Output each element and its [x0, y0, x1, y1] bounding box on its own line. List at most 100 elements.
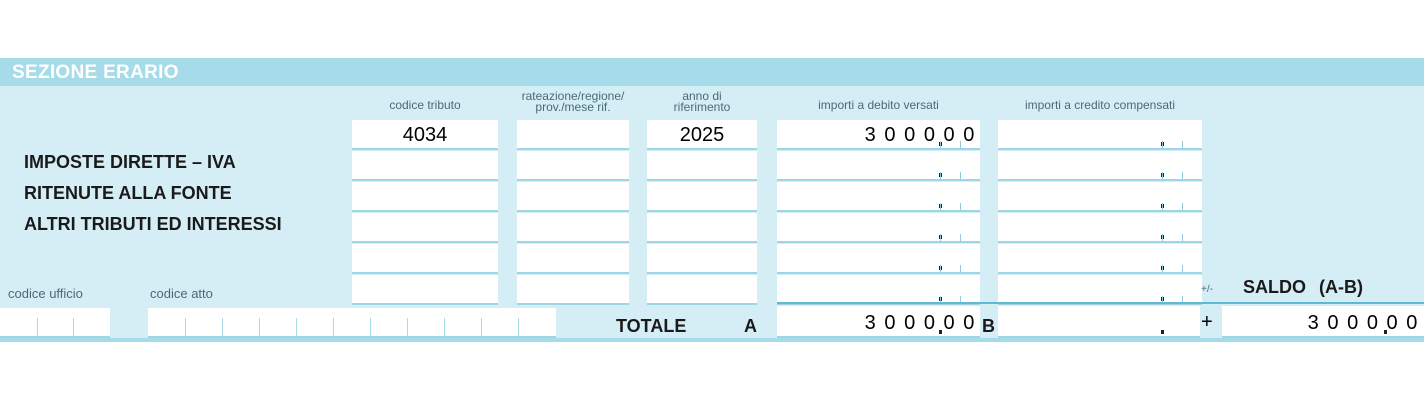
cell	[517, 182, 629, 212]
digit-sep	[518, 318, 519, 338]
digit-tick	[940, 172, 941, 179]
decimal-mark	[939, 330, 942, 334]
section-title: SEZIONE ERARIO	[12, 62, 179, 83]
digit-sep	[481, 318, 482, 338]
cell	[647, 275, 757, 305]
digit-sep	[444, 318, 445, 338]
cell	[777, 213, 980, 243]
total-b-label: B	[982, 316, 995, 336]
cell	[777, 120, 980, 150]
digit-sep	[73, 318, 74, 338]
codice-tributo: 4034	[402, 124, 448, 146]
digit-tick	[960, 234, 961, 241]
cell	[998, 120, 1202, 150]
digit-tick	[940, 296, 941, 303]
digit-sep	[185, 318, 186, 338]
grid	[0, 58, 1424, 342]
column-header: importi a credito compensati	[1024, 98, 1176, 112]
cell	[352, 213, 498, 243]
digit-tick	[1182, 203, 1183, 210]
digit-sep	[370, 318, 371, 338]
digit-tick	[960, 172, 961, 179]
cell	[777, 182, 980, 212]
digit-tick	[940, 203, 941, 210]
total-rule	[777, 302, 1424, 304]
digit-tick	[960, 203, 961, 210]
digit-tick	[1162, 203, 1163, 210]
cell	[517, 213, 629, 243]
bottom-rule	[0, 338, 1424, 342]
cell	[352, 244, 498, 274]
cell	[352, 151, 498, 181]
digit-tick	[1162, 141, 1163, 148]
digit-tick	[1182, 141, 1183, 148]
saldo: 300000	[1307, 312, 1424, 334]
codice-atto-box	[148, 308, 556, 338]
totale-label: TOTALE	[616, 316, 687, 336]
cell	[998, 182, 1202, 212]
section-header: SEZIONE ERARIO	[0, 58, 1424, 86]
section-label: IMPOSTE DIRETTE – IVA	[24, 152, 236, 172]
digit-sep	[222, 318, 223, 338]
section-form: SEZIONE ERARIO codice tributo rateazione…	[0, 58, 1424, 342]
cell	[998, 151, 1202, 181]
column-header: importi a debito versati	[818, 98, 939, 112]
cell	[517, 151, 629, 181]
digit-sep	[259, 318, 260, 338]
digit-tick	[1162, 234, 1163, 241]
totale-b-box	[998, 306, 1200, 338]
digit-sep	[407, 318, 408, 338]
field-label: codice atto	[150, 286, 213, 301]
totale-a-box	[777, 306, 980, 338]
digit-tick	[1162, 296, 1163, 303]
column-header: codice tributo	[389, 98, 461, 112]
saldo-sign: +	[1201, 311, 1213, 333]
digit-tick	[1162, 265, 1163, 272]
codice-ufficio-box	[0, 308, 110, 338]
digit-sep	[296, 318, 297, 338]
decimal-mark	[1161, 330, 1164, 334]
saldo-box	[1222, 306, 1424, 338]
decimal-mark	[1384, 330, 1387, 334]
cell	[998, 275, 1202, 305]
cell	[647, 120, 757, 150]
cell	[352, 182, 498, 212]
digit-tick	[940, 265, 941, 272]
cell	[517, 244, 629, 274]
cell	[647, 151, 757, 181]
column-header: anno di riferimento	[673, 89, 731, 114]
digit-tick	[1182, 172, 1183, 179]
digit-sep	[333, 318, 334, 338]
digit-tick	[1182, 234, 1183, 241]
cell	[998, 213, 1202, 243]
cell	[777, 244, 980, 274]
debito: 300000	[864, 124, 983, 146]
cell	[647, 244, 757, 274]
column-header: rateazione/regione/ prov./mese rif.	[521, 89, 625, 114]
cell	[998, 244, 1202, 274]
field-label: codice ufficio	[8, 286, 83, 301]
digit-tick	[960, 265, 961, 272]
digit-tick	[1182, 265, 1183, 272]
sign-label: +/-	[1201, 284, 1213, 295]
cell	[517, 120, 629, 150]
section-label: ALTRI TRIBUTI ED INTERESSI	[24, 214, 282, 234]
saldo-label: SALDO (A-B)	[1243, 277, 1363, 297]
cell	[352, 275, 498, 305]
cell	[777, 151, 980, 181]
totale-debito: 300000	[864, 312, 983, 334]
digit-tick	[940, 141, 941, 148]
digit-sep	[37, 318, 38, 338]
section-label: RITENUTE ALLA FONTE	[24, 183, 232, 203]
cell	[517, 275, 629, 305]
digit-tick	[1182, 296, 1183, 303]
cell	[647, 182, 757, 212]
cell	[352, 120, 498, 150]
total-a-label: A	[744, 316, 757, 336]
anno: 2025	[679, 124, 725, 146]
digit-tick	[940, 234, 941, 241]
digit-tick	[960, 141, 961, 148]
digit-tick	[960, 296, 961, 303]
cell	[777, 275, 980, 305]
